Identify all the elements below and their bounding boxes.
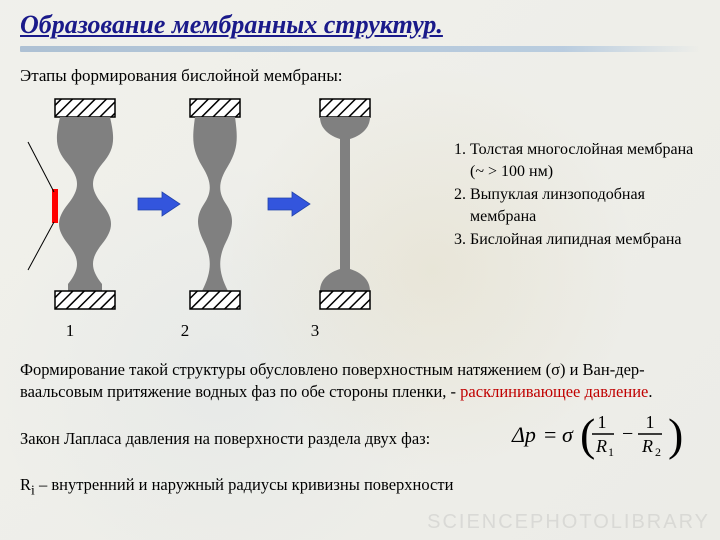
- svg-text:R: R: [595, 436, 607, 456]
- svg-text:1: 1: [608, 445, 614, 459]
- diagram-area: 1 2 3: [20, 94, 440, 341]
- legend-item-1: Толстая многослойная мембрана (~ > 100 н…: [470, 139, 700, 182]
- svg-text:Δp: Δp: [511, 422, 536, 447]
- stage-1: [28, 99, 115, 309]
- legend: Толстая многослойная мембрана (~ > 100 н…: [440, 94, 700, 253]
- svg-text:−: −: [622, 423, 633, 445]
- body-p3-a: R: [20, 475, 31, 494]
- svg-text:σ: σ: [562, 422, 574, 447]
- body-p2: Закон Лапласа давления на поверхности ра…: [20, 428, 510, 450]
- svg-text:2: 2: [655, 445, 661, 459]
- svg-text:(: (: [580, 410, 595, 460]
- laplace-formula: Δp = σ ( 1 R 1 − 1 R 2 ): [510, 410, 700, 468]
- legend-item-3: Бислойная липидная мембрана: [470, 229, 700, 251]
- stage-label-2: 2: [120, 321, 250, 341]
- stage-2: [190, 99, 240, 309]
- stage-3: [320, 99, 370, 309]
- membrane-stages-diagram: [20, 94, 410, 319]
- stage-labels: 1 2 3: [20, 321, 400, 341]
- legend-item-2: Выпуклая линзоподобная мембрана: [470, 184, 700, 227]
- svg-text:): ): [668, 410, 683, 460]
- page-title: Образование мембранных структур.: [20, 10, 700, 40]
- body-p1-red: расклинивающее давление: [460, 382, 648, 401]
- svg-text:1: 1: [598, 412, 607, 432]
- svg-text:R: R: [641, 436, 653, 456]
- title-underline: [20, 46, 700, 52]
- svg-text:1: 1: [646, 412, 655, 432]
- body-p3-b: – внутренний и наружный радиусы кривизны…: [35, 475, 454, 494]
- stage-label-3: 3: [250, 321, 380, 341]
- stage-label-1: 1: [20, 321, 120, 341]
- body-text: Формирование такой структуры обусловлено…: [20, 359, 700, 500]
- arrow-2: [268, 192, 310, 216]
- arrow-1: [138, 192, 180, 216]
- body-p1-b: .: [648, 382, 652, 401]
- red-marker: [52, 189, 58, 223]
- subtitle: Этапы формирования бислойной мембраны:: [20, 66, 700, 86]
- svg-text:=: =: [544, 422, 556, 447]
